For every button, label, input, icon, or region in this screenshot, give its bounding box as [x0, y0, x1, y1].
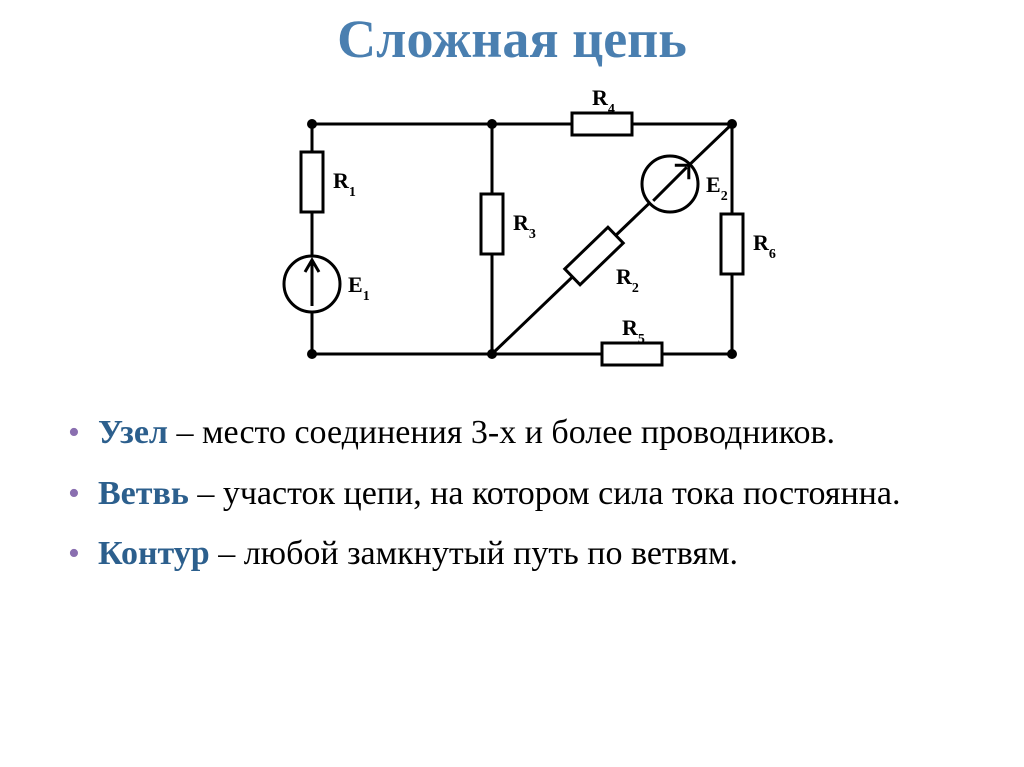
resistor-r4: R4 [572, 85, 632, 135]
bullet-text: – любой замкнутый путь по ветвям. [210, 535, 738, 572]
bullet-text: – место соединения 3-х и более проводник… [168, 414, 835, 451]
bullet-term: Ветвь [98, 475, 189, 512]
label: R3 [513, 210, 536, 242]
bullets-ul: Узел – место соединения 3-х и более пров… [62, 412, 962, 576]
source-e2: E2 [642, 156, 728, 212]
resistor-r1: R1 [301, 152, 356, 212]
bullet-text: – участок цепи, на котором сила тока пос… [189, 475, 901, 512]
resistor-r2: R2 [565, 227, 639, 295]
node [727, 349, 737, 359]
slide: Сложная цепь R1 R3 R4 R6 R5 R2 E1 E2 Узел – мес… [0, 0, 1024, 767]
label: R6 [753, 230, 776, 262]
circuit-svg: R1 R3 R4 R6 R5 R2 E1 E2 [232, 64, 792, 404]
node [307, 349, 317, 359]
node [487, 119, 497, 129]
resistor-r6: R6 [721, 214, 776, 274]
bullet-item: Контур – любой замкнутый путь по ветвям. [62, 533, 962, 576]
circuit-diagram: R1 R3 R4 R6 R5 R2 E1 E2 [0, 64, 1024, 404]
bullet-item: Узел – место соединения 3-х и более пров… [62, 412, 962, 455]
bullet-list: Узел – место соединения 3-х и более пров… [0, 412, 1024, 576]
label: R1 [333, 168, 356, 200]
bullet-term: Контур [98, 535, 210, 572]
label: E2 [706, 172, 728, 204]
resistor-r5: R5 [602, 315, 662, 365]
node [487, 349, 497, 359]
label: R2 [616, 264, 639, 296]
bullet-term: Узел [98, 414, 168, 451]
node [307, 119, 317, 129]
bullet-item: Ветвь – участок цепи, на котором сила то… [62, 473, 962, 516]
node [727, 119, 737, 129]
label: E1 [348, 272, 370, 304]
resistor-r3: R3 [481, 194, 536, 254]
source-e1: E1 [284, 256, 370, 312]
slide-title: Сложная цепь [0, 0, 1024, 70]
